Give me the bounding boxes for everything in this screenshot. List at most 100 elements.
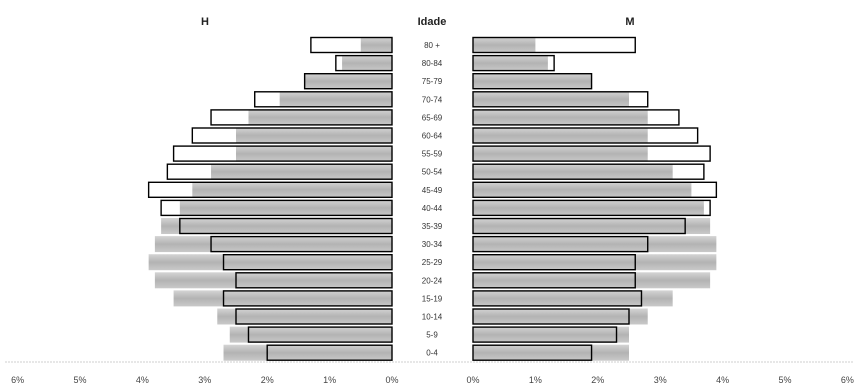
x-axis: 6% 5% 4% 3% 2% 1% 0% 0% 1% 2% 3% 4% 5% 6% [5,361,854,385]
right-outline-bar-6 [472,145,711,162]
left-outline-bar-17 [266,344,393,361]
left-fill-bar-13 [154,272,392,289]
right-fill-bar-1 [473,55,548,72]
left-fill-bar-5 [236,127,392,144]
x-tick-left-6: 0% [385,375,398,385]
left-outline-bar-5 [191,127,393,144]
age-label-16: 5-9 [426,331,438,340]
female-bars [472,36,718,361]
left-group-label: H [201,16,209,28]
age-label-12: 25-29 [422,258,443,267]
right-outline-bar-5 [472,127,699,144]
right-outline-bar-12 [472,253,636,271]
right-outline-bar-17 [472,344,593,361]
right-outline-bar-10 [472,217,686,235]
x-tick-left-5: 1% [323,375,336,385]
left-fill-bar-12 [148,254,392,271]
age-label-7: 50-54 [422,168,443,177]
right-fill-bar-10 [473,218,711,234]
age-label-4: 65-69 [422,113,443,122]
age-label-2: 75-79 [422,77,443,86]
center-axis-label: Idade [418,16,447,28]
right-outline-bar-7 [472,163,705,180]
age-label-8: 45-49 [422,186,443,195]
left-fill-bar-0 [360,37,392,53]
left-outline-bar-11 [210,235,393,253]
left-fill-bar-17 [223,344,392,361]
x-tick-left-2: 4% [136,375,149,385]
left-outline-bar-14 [222,290,393,307]
right-fill-bar-12 [473,254,717,271]
x-tick-right-1: 1% [529,375,542,385]
right-fill-bar-11 [473,236,717,253]
male-bars [147,36,393,361]
left-outline-bar-0 [310,36,393,54]
left-outline-bar-10 [179,217,393,235]
left-fill-bar-15 [217,308,392,325]
age-label-3: 70-74 [422,95,443,104]
right-outline-bar-0 [472,36,636,54]
age-group-labels: 80 + 80-84 75-79 70-74 65-69 60-64 55-59 50-54 4… [422,41,443,358]
left-fill-bar-9 [179,199,392,216]
right-fill-bar-9 [473,199,704,216]
left-outline-bar-2 [303,72,393,90]
x-tick-left-0: 6% [11,375,24,385]
right-outline-bar-1 [472,54,555,72]
right-outline-bar-11 [472,235,649,253]
right-fill-bar-6 [473,145,648,162]
right-group-label: M [625,16,634,28]
right-fill-bar-4 [473,109,648,126]
left-fill-bar-11 [154,236,392,253]
right-outline-bar-14 [472,290,643,307]
right-fill-bar-8 [473,181,692,198]
age-label-17: 0-4 [426,349,438,358]
left-fill-bar-8 [192,181,392,198]
right-outline-bar-8 [472,181,718,199]
right-outline-bar-16 [472,326,618,343]
left-outline-bar-3 [254,91,393,108]
left-outline-bar-4 [210,109,393,126]
x-tick-left-4: 2% [261,375,274,385]
right-fill-bar-16 [473,326,629,343]
left-fill-bar-3 [279,91,392,108]
right-outline-bar-3 [472,91,649,108]
x-tick-right-0: 0% [466,375,479,385]
left-outline-bar-12 [222,253,393,271]
right-outline-bar-4 [472,109,680,126]
right-fill-bar-2 [473,73,592,90]
age-label-1: 80-84 [422,59,443,68]
left-fill-bar-16 [229,326,392,343]
age-label-10: 35-39 [422,222,443,231]
age-label-13: 20-24 [422,276,443,285]
x-tick-right-6: 6% [841,375,854,385]
left-fill-bar-7 [211,163,392,180]
right-fill-bar-15 [473,308,648,325]
left-outline-bar-16 [247,326,393,343]
left-outline-bar-15 [235,308,393,325]
age-label-15: 10-14 [422,313,443,322]
age-label-0: 80 + [424,41,440,50]
right-fill-bar-3 [473,91,629,108]
right-outline-bar-13 [472,272,636,289]
x-tick-right-3: 3% [654,375,667,385]
left-outline-bar-9 [160,199,393,217]
age-label-9: 40-44 [422,204,443,213]
right-fill-bar-0 [473,37,536,53]
x-tick-left-1: 5% [73,375,86,385]
left-fill-bar-10 [161,218,392,234]
x-tick-left-3: 3% [198,375,211,385]
left-outline-bar-6 [172,145,393,162]
left-outline-bar-1 [335,54,393,72]
right-fill-bar-5 [473,127,648,144]
right-outline-bar-2 [472,72,593,90]
age-label-14: 15-19 [422,294,443,303]
left-fill-bar-2 [304,73,392,90]
left-fill-bar-4 [248,109,392,126]
left-fill-bar-14 [173,290,392,307]
left-outline-bar-7 [166,163,393,180]
left-fill-bar-1 [342,55,392,72]
right-fill-bar-14 [473,290,673,307]
left-fill-bar-6 [236,145,392,162]
right-fill-bar-13 [473,272,711,289]
